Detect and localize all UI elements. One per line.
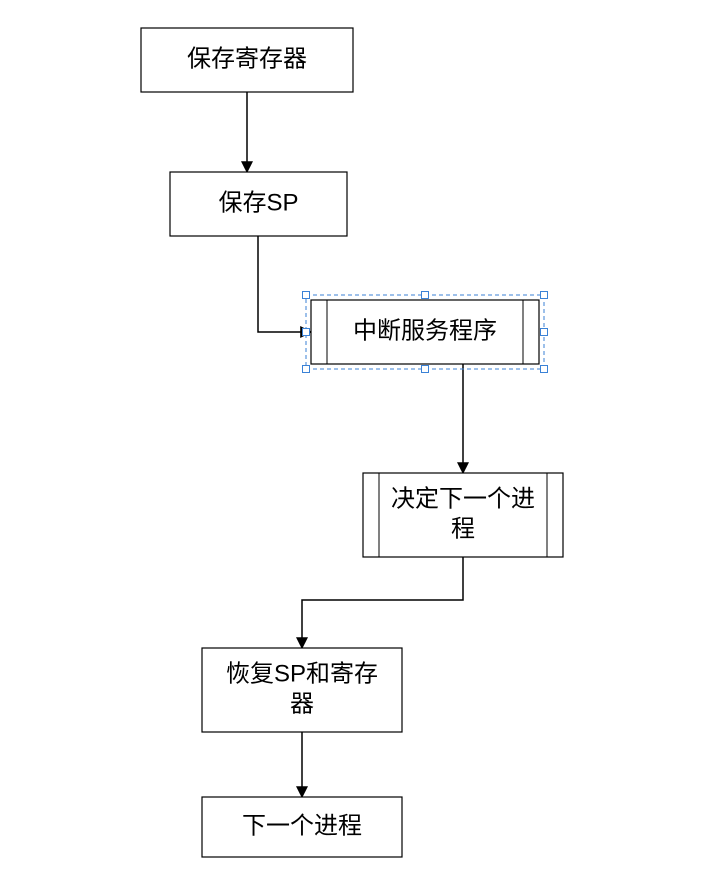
selection-handle[interactable] [303,366,310,373]
flow-node-n4[interactable]: 决定下一个进程 [363,473,563,557]
node-label: 程 [451,515,475,542]
nodes-layer: 保存寄存器保存SP 中断服务程序决定下一个进程恢复SP和寄存器下一个进程 [141,28,563,857]
node-label: 器 [290,690,314,717]
flow-edge [302,557,463,648]
node-label: 决定下一个进 [391,485,535,512]
flow-node-n3[interactable]: 中断服务程序 [311,300,539,364]
selection-handle[interactable] [541,366,548,373]
flow-edge [258,236,311,332]
selection-handle[interactable] [303,292,310,299]
selection-handle[interactable] [422,292,429,299]
selection-handle[interactable] [422,366,429,373]
flow-node-n5[interactable]: 恢复SP和寄存器 [202,648,402,732]
node-label: 保存寄存器 [187,45,307,72]
selection-handle[interactable] [541,292,548,299]
selection-handle[interactable] [303,329,310,336]
node-label: 恢复SP和寄存 [226,660,378,687]
flow-node-n1[interactable]: 保存寄存器 [141,28,353,92]
flow-node-n2[interactable]: 保存SP [170,172,347,236]
selection-handle[interactable] [541,329,548,336]
flow-node-n6[interactable]: 下一个进程 [202,797,402,857]
node-label: 中断服务程序 [353,317,497,344]
node-label: 下一个进程 [242,812,362,839]
flowchart-canvas: 保存寄存器保存SP 中断服务程序决定下一个进程恢复SP和寄存器下一个进程 [0,0,719,877]
node-label: 保存SP [218,189,298,216]
